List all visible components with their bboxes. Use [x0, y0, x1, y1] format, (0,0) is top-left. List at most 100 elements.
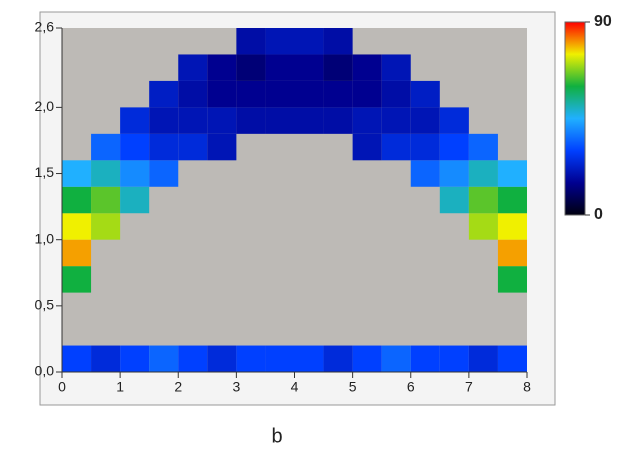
heat-cell — [410, 80, 440, 108]
heat-cell — [265, 28, 295, 55]
heat-cell — [149, 133, 179, 161]
heat-cell — [468, 345, 498, 372]
heat-cell — [497, 213, 527, 240]
heat-cell — [120, 107, 150, 134]
x-tick-label: 0 — [58, 379, 66, 395]
heat-cell — [497, 266, 527, 293]
heat-cell — [497, 160, 527, 187]
heat-cell — [323, 80, 353, 108]
heat-cell — [468, 213, 498, 240]
heat-cell — [149, 345, 179, 372]
heat-cell — [207, 107, 237, 134]
x-tick-label: 7 — [465, 379, 473, 395]
heat-cell — [120, 160, 150, 187]
heat-cell — [468, 133, 498, 161]
heat-cell — [149, 80, 179, 108]
y-tick-label: 1,0 — [35, 230, 55, 246]
heat-cell — [120, 133, 150, 161]
heat-cell — [468, 186, 498, 214]
heat-cell — [497, 186, 527, 214]
heat-cell — [91, 345, 121, 372]
heat-cell — [62, 345, 92, 372]
heat-cell — [178, 54, 208, 81]
colorbar — [564, 21, 586, 216]
heat-cell — [352, 80, 382, 108]
heat-cell — [149, 107, 179, 134]
y-tick-label: 0,5 — [35, 297, 55, 313]
heat-cell — [236, 54, 266, 81]
heat-cell — [62, 266, 92, 293]
heat-cell — [410, 345, 440, 372]
x-tick-label: 3 — [232, 379, 240, 395]
heat-cell — [381, 54, 411, 81]
heat-cell — [381, 107, 411, 134]
heat-cell — [323, 28, 353, 55]
x-tick-label: 8 — [523, 379, 531, 395]
heat-cell — [207, 54, 237, 81]
colorbar-tick-label: 90 — [594, 13, 612, 30]
heat-cell — [294, 107, 324, 134]
heat-cell — [352, 133, 382, 161]
heat-cell — [468, 160, 498, 187]
heat-cell — [352, 345, 382, 372]
heat-cell — [236, 107, 266, 134]
heat-cell — [294, 80, 324, 108]
heat-cell — [497, 345, 527, 372]
y-tick-label: 2,0 — [35, 98, 55, 114]
heat-cell — [265, 80, 295, 108]
heat-cell — [236, 28, 266, 55]
heat-cell — [236, 345, 266, 372]
heat-cell — [91, 213, 121, 240]
y-tick-label: 1,5 — [35, 164, 55, 180]
heat-cell — [207, 133, 237, 161]
heat-cell — [62, 186, 92, 214]
heat-cell — [178, 345, 208, 372]
heat-cell — [323, 107, 353, 134]
x-tick-label: 6 — [407, 379, 415, 395]
heat-cell — [265, 54, 295, 81]
heat-cell — [120, 186, 150, 214]
x-tick-label: 1 — [116, 379, 124, 395]
heat-cell — [410, 133, 440, 161]
heat-cell — [62, 239, 92, 267]
caption: b — [271, 425, 282, 447]
y-tick-label: 2,6 — [35, 19, 55, 35]
heat-cell — [62, 160, 92, 187]
heat-cell — [352, 54, 382, 81]
heat-cell — [439, 160, 469, 187]
heat-cell — [439, 186, 469, 214]
heat-cell — [294, 54, 324, 81]
heat-cell — [294, 28, 324, 55]
heat-cell — [207, 80, 237, 108]
heat-cell — [381, 80, 411, 108]
heat-cell — [323, 54, 353, 81]
heat-cell — [410, 160, 440, 187]
heat-cell — [323, 345, 353, 372]
heat-cell — [294, 345, 324, 372]
heat-cell — [178, 133, 208, 161]
heat-cell — [265, 345, 295, 372]
colorbar-tick-label: 0 — [594, 206, 603, 223]
heat-cell — [381, 345, 411, 372]
heat-cell — [352, 107, 382, 134]
heat-cell — [91, 133, 121, 161]
x-tick-label: 2 — [174, 379, 182, 395]
heat-cell — [410, 107, 440, 134]
heat-cell — [178, 80, 208, 108]
heat-cell — [439, 345, 469, 372]
heat-cell — [91, 160, 121, 187]
heat-cell — [149, 160, 179, 187]
heat-cell — [265, 107, 295, 134]
x-tick-label: 4 — [291, 379, 299, 395]
heat-cell — [91, 186, 121, 214]
heat-cell — [178, 107, 208, 134]
heat-cell — [236, 80, 266, 108]
heat-cell — [120, 345, 150, 372]
heat-cell — [381, 133, 411, 161]
heat-cell — [439, 133, 469, 161]
heat-cell — [439, 107, 469, 134]
x-tick-label: 5 — [349, 379, 357, 395]
heat-cell — [207, 345, 237, 372]
y-tick-label: 0,0 — [35, 363, 55, 379]
